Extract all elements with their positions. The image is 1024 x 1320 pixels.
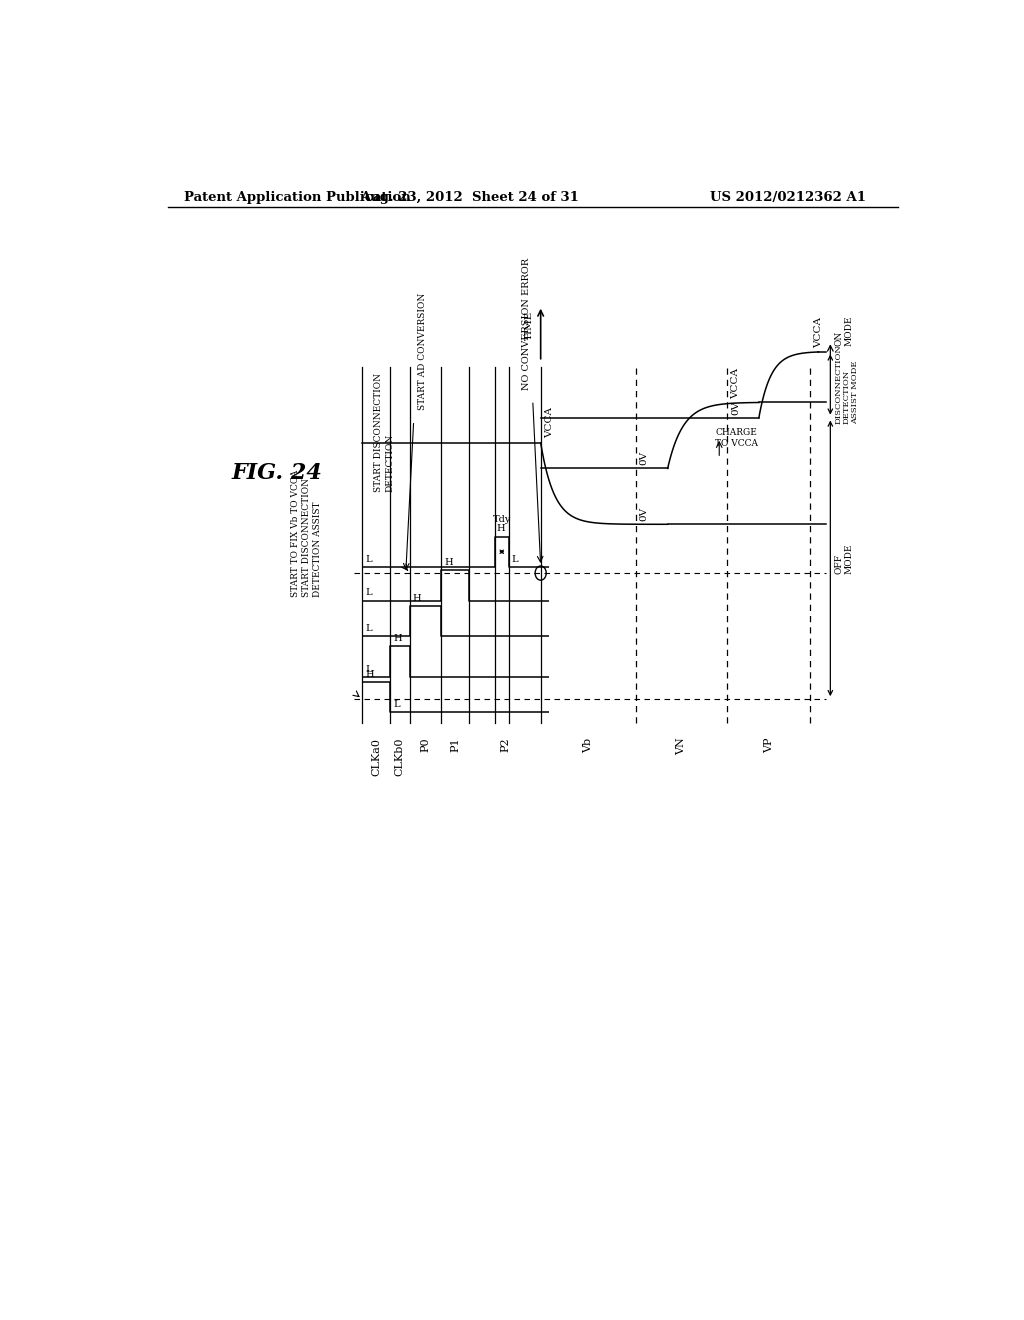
- Text: Vb: Vb: [584, 738, 593, 752]
- Text: START TO FIX Vb TO VCCA
START DISCONNECTION
DETECTION ASSIST: START TO FIX Vb TO VCCA START DISCONNECT…: [291, 470, 322, 598]
- Text: CLKb0: CLKb0: [395, 738, 404, 776]
- Text: VP: VP: [764, 738, 774, 754]
- Text: VCCA: VCCA: [731, 368, 740, 399]
- Text: H: H: [393, 634, 401, 643]
- Text: P1: P1: [451, 738, 461, 752]
- Text: L: L: [393, 701, 399, 709]
- Text: START AD CONVERSION: START AD CONVERSION: [418, 293, 427, 411]
- Text: START DISCONNECTION
DETECTION: START DISCONNECTION DETECTION: [374, 372, 394, 492]
- Text: VN: VN: [677, 738, 686, 755]
- Text: TIME: TIME: [525, 312, 535, 341]
- Text: L: L: [366, 665, 372, 673]
- Text: P0: P0: [421, 738, 431, 752]
- Text: 0V: 0V: [640, 507, 649, 521]
- Text: VCCA: VCCA: [814, 318, 823, 348]
- Text: FIG. 24: FIG. 24: [231, 462, 322, 484]
- Text: 0V: 0V: [731, 400, 740, 414]
- Text: P2: P2: [500, 738, 510, 752]
- Text: 0V: 0V: [640, 451, 649, 466]
- Text: H: H: [366, 669, 374, 678]
- Text: Patent Application Publication: Patent Application Publication: [183, 191, 411, 203]
- Text: CLKa0: CLKa0: [371, 738, 381, 776]
- Text: Tdy: Tdy: [493, 515, 511, 524]
- Text: ON
MODE: ON MODE: [835, 315, 854, 346]
- Text: L: L: [366, 624, 372, 634]
- Text: DISCONNECTION
DETECTION
ASSIST MODE: DISCONNECTION DETECTION ASSIST MODE: [835, 345, 859, 425]
- Text: NO CONVERSION ERROR: NO CONVERSION ERROR: [522, 257, 531, 391]
- Text: L: L: [511, 554, 518, 564]
- Text: H: H: [413, 594, 422, 602]
- Text: Aug. 23, 2012  Sheet 24 of 31: Aug. 23, 2012 Sheet 24 of 31: [359, 191, 579, 203]
- Text: H: H: [444, 558, 454, 568]
- Text: OFF
MODE: OFF MODE: [835, 543, 854, 574]
- Text: L: L: [366, 589, 372, 598]
- Text: VCCA: VCCA: [545, 407, 554, 438]
- Text: L: L: [366, 554, 372, 564]
- Text: H: H: [497, 524, 505, 533]
- Text: US 2012/0212362 A1: US 2012/0212362 A1: [710, 191, 866, 203]
- Text: CHARGE
TO VCCA: CHARGE TO VCCA: [715, 428, 758, 447]
